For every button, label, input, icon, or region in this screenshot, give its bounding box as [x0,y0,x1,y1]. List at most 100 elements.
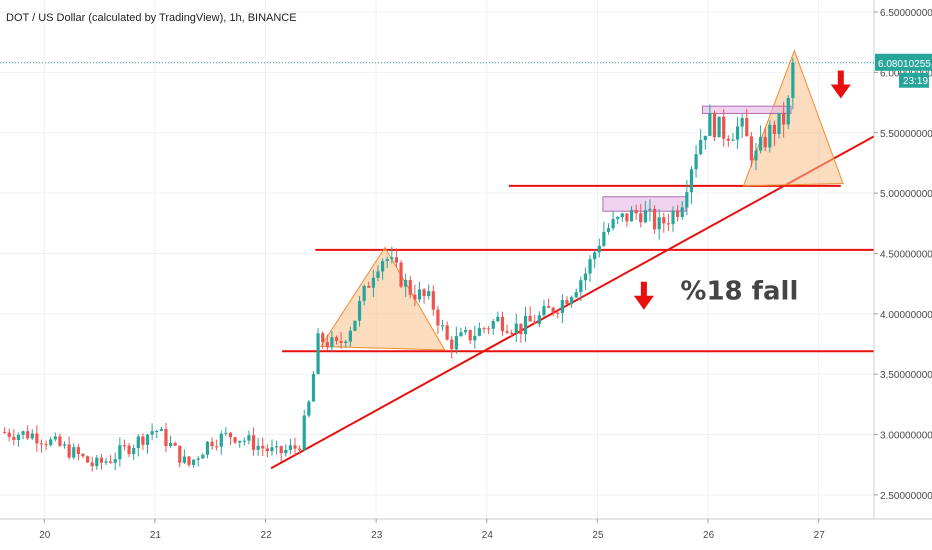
candle-body [597,245,601,253]
candle-body [712,113,717,138]
candle-body [574,292,578,298]
y-tick-label: 4.50000000 [880,249,932,260]
candle-body [450,339,454,350]
candle-body [164,429,168,447]
x-tick-label: 27 [814,530,826,541]
candle-body [122,445,127,447]
time-axis[interactable]: 20 21 22 23 24 25 26 27 [39,519,825,541]
candle-body [330,337,334,348]
candle-body [279,446,283,454]
y-tick-label: 2.50000000 [880,491,932,502]
candle-body [155,430,159,432]
candle-body [459,332,463,337]
candle-body [556,312,560,314]
candle-body [39,443,44,445]
candle-body [136,436,140,449]
candle-body [652,208,657,230]
candle-body [192,459,196,465]
candle-body [427,291,431,297]
candle-body [376,271,380,278]
candle-body [579,280,583,293]
y-tick-label: 3.50000000 [880,370,932,381]
candle-body [662,217,666,224]
candle-body [288,445,293,450]
candle-body [431,291,435,310]
countdown-label: 23:19 [903,76,928,87]
candle-body [316,333,320,375]
candle-body [141,436,145,445]
arrow-annotations [633,70,851,310]
candle-body [95,457,99,467]
candle-body [311,374,316,402]
y-tick-label: 3.00000000 [880,431,932,442]
y-tick-label: 6.50000000 [880,8,932,19]
candle-body [620,213,624,218]
candle-body [307,401,311,416]
drawings [319,49,844,351]
candle-body [293,445,297,449]
candle-body [533,321,537,324]
grid [0,0,874,519]
candle-body [560,300,564,313]
candle-body [256,445,260,450]
candle-body [611,219,615,229]
candle-body [648,208,652,211]
candle-body [542,306,546,316]
candle-body [625,213,629,222]
candle-body [53,436,57,440]
candle-body [445,325,449,340]
y-tick-label: 5.00000000 [880,189,932,200]
x-tick-label: 23 [371,530,383,541]
candle-body [16,434,21,440]
candle-body [381,261,385,272]
y-tick-label: 4.00000000 [880,310,932,321]
candle-body [187,456,191,465]
candle-body [357,300,362,321]
candle-body [606,228,611,232]
candle-body [265,448,269,452]
candle-body [514,323,518,333]
candle-body [371,277,375,288]
candle-body [758,136,763,151]
candle-body [228,432,233,438]
candle-body [657,217,661,230]
candle-body [685,192,689,208]
candle-body [676,210,680,217]
candle-body [238,440,242,443]
candle-body [35,433,39,444]
candle-body [274,446,279,448]
candle-body [565,300,569,305]
candle-body [505,331,509,333]
candle-body [390,257,394,260]
candle-body [118,445,122,460]
candle-body [81,454,85,457]
candle-body [72,447,76,458]
candle-body [21,431,25,435]
candle-body [85,456,90,463]
candle-body [178,445,182,463]
candle-body [173,443,177,446]
down-arrow-icon [830,70,851,99]
candle-body [302,415,306,450]
candle-body [210,441,214,447]
last-price-label: 6.08010255 [878,59,931,70]
candle-body [569,297,574,305]
candle-body [385,259,389,262]
candle-body [113,459,117,463]
candle-body [731,139,735,141]
candle-body [233,437,237,443]
candle-body [500,316,505,332]
candle-body [703,135,707,140]
candle-body [298,448,302,450]
candle-body [344,341,348,343]
candle-body [468,330,472,341]
candle-body [593,252,597,260]
arrow-shaft [640,281,647,298]
candle-body [334,337,339,342]
candle-body [523,315,528,335]
candle-body [325,342,329,348]
candle-body [482,328,486,330]
candle-body [145,434,150,445]
candle-body [261,445,265,449]
